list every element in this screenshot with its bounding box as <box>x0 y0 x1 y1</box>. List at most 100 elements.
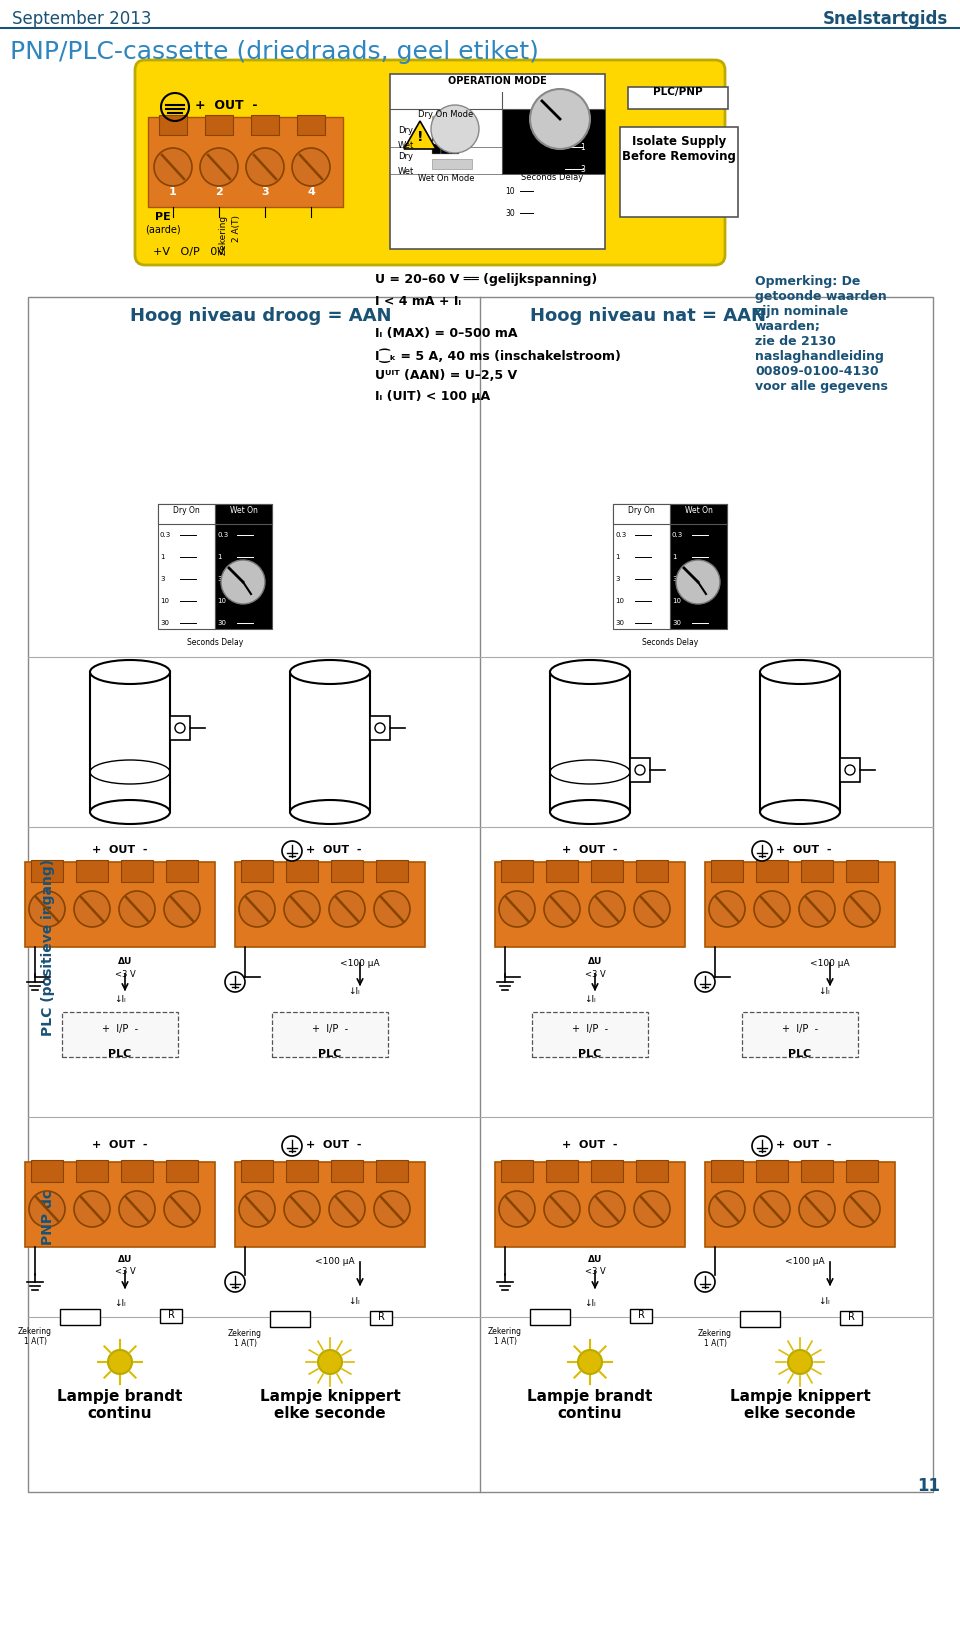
Text: 30: 30 <box>160 619 169 626</box>
Text: I⁐ₖ = 5 A, 40 ms (inschakelstroom): I⁐ₖ = 5 A, 40 ms (inschakelstroom) <box>375 348 621 362</box>
Text: Zekering: Zekering <box>219 216 228 255</box>
Text: R: R <box>168 1309 175 1319</box>
Text: 4: 4 <box>307 188 315 198</box>
Circle shape <box>282 842 302 861</box>
Bar <box>376 1159 408 1183</box>
Circle shape <box>119 891 155 927</box>
Circle shape <box>282 1136 302 1156</box>
Text: 30: 30 <box>575 209 585 217</box>
Text: <100 μA: <100 μA <box>785 1257 825 1267</box>
Bar <box>705 1163 895 1247</box>
Text: Lampje brandt
continu: Lampje brandt continu <box>58 1388 182 1421</box>
Text: ↓Iₗ: ↓Iₗ <box>585 995 596 1005</box>
Bar <box>630 758 650 782</box>
Bar <box>441 132 450 142</box>
Bar <box>31 860 63 883</box>
Text: Lampje brandt
continu: Lampje brandt continu <box>527 1388 653 1421</box>
Circle shape <box>499 1191 535 1227</box>
Bar <box>502 109 605 175</box>
Text: +  OUT  -: + OUT - <box>306 1140 362 1150</box>
Text: !: ! <box>417 130 423 143</box>
Bar <box>331 1159 363 1183</box>
Circle shape <box>175 723 185 733</box>
Bar <box>801 1159 833 1183</box>
Ellipse shape <box>550 660 630 684</box>
Bar <box>205 115 233 135</box>
Text: Zekering
1 A(T): Zekering 1 A(T) <box>228 1329 262 1349</box>
Circle shape <box>74 891 110 927</box>
Circle shape <box>499 891 535 927</box>
Bar <box>370 1311 392 1324</box>
Circle shape <box>752 842 772 861</box>
Bar <box>742 1011 858 1057</box>
Text: Wet On: Wet On <box>685 506 713 516</box>
Text: Seconds Delay: Seconds Delay <box>187 637 243 647</box>
Text: +  I/P  -: + I/P - <box>572 1024 608 1034</box>
Bar <box>432 132 441 142</box>
Bar <box>148 117 343 208</box>
Text: 3: 3 <box>217 576 222 581</box>
Text: 1: 1 <box>217 553 222 560</box>
Bar <box>530 1309 570 1324</box>
Circle shape <box>108 1351 132 1374</box>
Text: Isolate Supply
Before Removing: Isolate Supply Before Removing <box>622 135 736 163</box>
Text: 2 A(T): 2 A(T) <box>231 216 241 242</box>
Text: Wet On: Wet On <box>564 110 595 119</box>
Circle shape <box>154 148 192 186</box>
Circle shape <box>754 1191 790 1227</box>
Text: <3 V: <3 V <box>585 1267 606 1276</box>
Circle shape <box>74 1191 110 1227</box>
Bar <box>591 1159 623 1183</box>
Bar <box>166 860 198 883</box>
Circle shape <box>29 891 65 927</box>
Bar <box>76 860 108 883</box>
Circle shape <box>845 764 855 776</box>
Circle shape <box>374 891 410 927</box>
Text: +  I/P  -: + I/P - <box>782 1024 818 1034</box>
Bar <box>636 860 668 883</box>
Text: Dry On Mode: Dry On Mode <box>419 110 473 119</box>
Text: OPERATION MODE: OPERATION MODE <box>447 76 546 86</box>
Text: Zekering
1 A(T): Zekering 1 A(T) <box>18 1327 52 1346</box>
Text: ΔU: ΔU <box>588 957 602 967</box>
Bar <box>546 1159 578 1183</box>
Bar <box>390 147 502 175</box>
Text: Wet On: Wet On <box>230 506 258 516</box>
Bar <box>121 860 153 883</box>
Text: +  I/P  -: + I/P - <box>102 1024 138 1034</box>
Bar <box>756 860 788 883</box>
Text: ↓Iₗ: ↓Iₗ <box>114 995 126 1005</box>
Text: <100 μA: <100 μA <box>340 959 379 968</box>
Bar <box>501 860 533 883</box>
Text: 2: 2 <box>215 188 223 198</box>
Circle shape <box>284 1191 320 1227</box>
Bar <box>90 672 170 812</box>
Bar <box>62 1011 178 1057</box>
Circle shape <box>431 105 479 153</box>
Text: Dry: Dry <box>398 152 413 161</box>
Text: <100 μA: <100 μA <box>810 959 850 968</box>
Bar <box>840 1311 862 1324</box>
Bar <box>613 504 670 629</box>
Text: 0.3: 0.3 <box>217 532 228 539</box>
Text: Zekering
1 A(T): Zekering 1 A(T) <box>698 1329 732 1349</box>
Text: Wet: Wet <box>398 142 415 150</box>
Ellipse shape <box>290 660 370 684</box>
Text: +  OUT  -: + OUT - <box>563 845 617 855</box>
Circle shape <box>544 891 580 927</box>
Bar <box>628 87 728 109</box>
Bar <box>636 1159 668 1183</box>
Circle shape <box>788 1351 812 1374</box>
Text: R: R <box>377 1313 384 1323</box>
Text: 30: 30 <box>615 619 624 626</box>
Text: 10: 10 <box>615 598 624 604</box>
Bar <box>290 672 370 812</box>
Text: 3: 3 <box>160 576 164 581</box>
Bar <box>272 1011 388 1057</box>
Bar <box>241 860 273 883</box>
Circle shape <box>374 1191 410 1227</box>
Bar <box>121 1159 153 1183</box>
Bar <box>613 504 670 524</box>
Bar <box>459 132 468 142</box>
Bar <box>25 1163 215 1247</box>
